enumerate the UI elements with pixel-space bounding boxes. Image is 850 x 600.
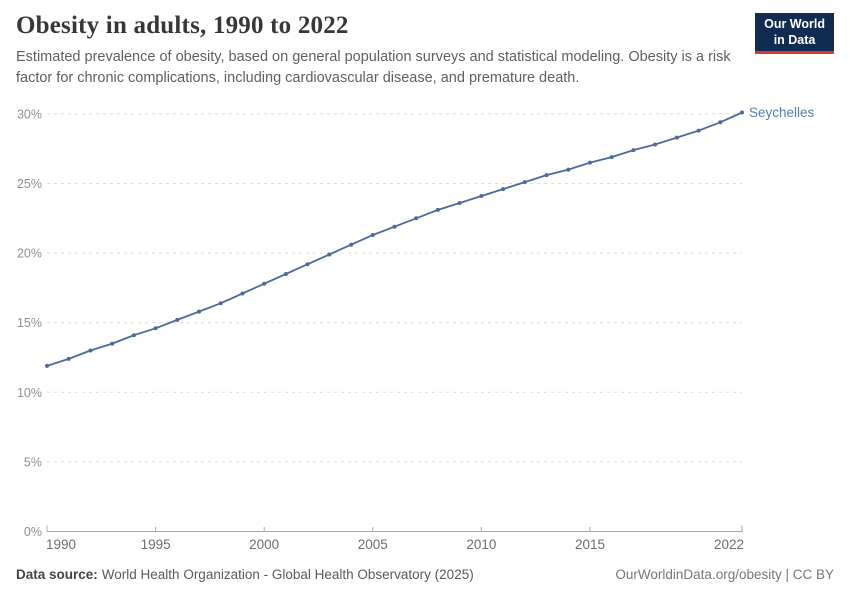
x-axis-tick-label: 2022: [714, 537, 744, 552]
chart-footer: Data source: World Health Organization - …: [16, 567, 834, 582]
data-point[interactable]: [283, 272, 288, 276]
data-point[interactable]: [218, 301, 223, 306]
y-axis-tick-label: 0%: [24, 525, 42, 539]
seychelles-line[interactable]: [46, 111, 743, 367]
data-point[interactable]: [88, 348, 93, 353]
data-point[interactable]: [414, 216, 419, 221]
data-point[interactable]: [370, 233, 375, 237]
data-point[interactable]: [240, 291, 245, 296]
x-axis-tick-label: 2005: [358, 537, 388, 552]
data-source: Data source: World Health Organization - …: [16, 567, 474, 582]
data-source-label: Data source:: [16, 567, 98, 582]
data-point[interactable]: [153, 326, 158, 331]
data-point[interactable]: [588, 160, 592, 165]
data-point[interactable]: [479, 194, 484, 198]
y-axis-tick-label: 30%: [17, 107, 42, 121]
x-axis-tick-label: 2010: [466, 537, 496, 552]
data-point[interactable]: [696, 128, 701, 133]
x-axis-line: [46, 525, 743, 532]
y-axis-tick-label: 10%: [17, 386, 42, 400]
y-axis-tick-label: 5%: [24, 455, 42, 469]
owid-logo[interactable]: Our World in Data: [755, 13, 834, 54]
footer-link[interactable]: OurWorldinData.org/obesity | CC BY: [615, 567, 834, 582]
data-point[interactable]: [131, 333, 136, 338]
chart-header: Obesity in adults, 1990 to 2022 Estimate…: [16, 12, 756, 88]
data-point[interactable]: [631, 148, 636, 153]
data-point[interactable]: [544, 173, 549, 178]
owid-logo-line1: Our World: [764, 17, 825, 31]
y-axis-tick-label: 15%: [17, 316, 42, 330]
data-point[interactable]: [262, 281, 267, 286]
data-point[interactable]: [522, 180, 527, 185]
data-point[interactable]: [327, 252, 332, 257]
data-point[interactable]: [435, 207, 440, 212]
data-point[interactable]: [457, 201, 462, 205]
data-point[interactable]: [45, 363, 49, 368]
data-point[interactable]: [609, 155, 614, 160]
data-source-text: World Health Organization - Global Healt…: [101, 567, 474, 582]
data-point[interactable]: [349, 242, 354, 247]
data-point[interactable]: [718, 120, 723, 125]
x-axis-tick-label: 2015: [575, 537, 605, 552]
chart-subtitle: Estimated prevalence of obesity, based o…: [16, 49, 731, 86]
x-axis-tick-label: 1995: [141, 537, 171, 552]
data-point[interactable]: [197, 309, 201, 314]
data-point[interactable]: [653, 142, 658, 147]
entity-label-seychelles[interactable]: Seychelles: [749, 105, 815, 120]
data-point[interactable]: [566, 167, 571, 172]
owid-logo-line2: in Data: [773, 32, 816, 47]
data-point[interactable]: [740, 110, 744, 115]
y-axis-tick-label: 25%: [17, 177, 42, 191]
data-point[interactable]: [110, 341, 115, 346]
page-title: Obesity in adults, 1990 to 2022: [16, 12, 349, 39]
data-point[interactable]: [66, 356, 71, 361]
data-point[interactable]: [392, 224, 397, 229]
data-point[interactable]: [305, 262, 310, 267]
x-axis-tick-label: 1990: [46, 537, 76, 552]
y-axis-tick-label: 20%: [17, 247, 42, 261]
data-point[interactable]: [674, 135, 679, 140]
x-axis-tick-label: 2000: [249, 537, 279, 552]
data-point[interactable]: [501, 187, 506, 192]
data-point[interactable]: [175, 317, 180, 322]
